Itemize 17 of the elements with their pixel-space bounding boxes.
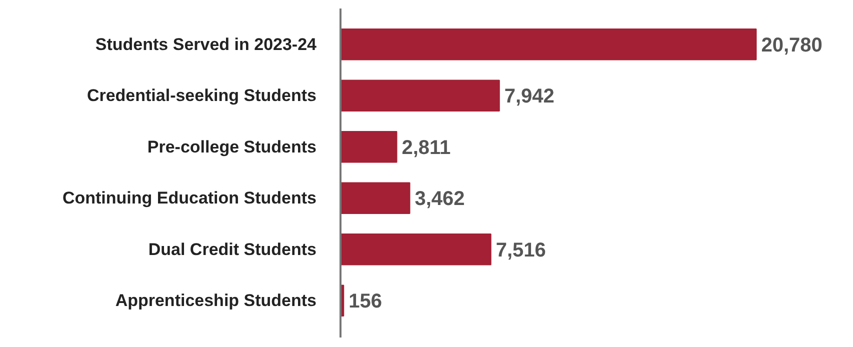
bar (340, 233, 492, 266)
y-tick-label: Continuing Education Students (62, 188, 316, 208)
data-label: 3,462 (414, 188, 465, 210)
y-tick-label: Pre-college Students (147, 137, 317, 156)
bar (340, 182, 410, 214)
y-tick-label: Students Served in 2023-24 (95, 34, 318, 54)
y-tick-label: Credential-seeking Students (86, 86, 317, 106)
data-label: 156 (348, 290, 382, 313)
data-label: 2,811 (402, 136, 451, 159)
data-label: 20,780 (761, 34, 822, 56)
y-tick-label: Apprenticeship Students (115, 291, 316, 310)
bar (340, 80, 500, 112)
data-label: 7,942 (504, 86, 554, 108)
data-label: 7,516 (496, 239, 546, 262)
bar (340, 28, 757, 60)
bar (340, 130, 398, 163)
y-tick-label: Dual Credit Students (148, 240, 316, 259)
